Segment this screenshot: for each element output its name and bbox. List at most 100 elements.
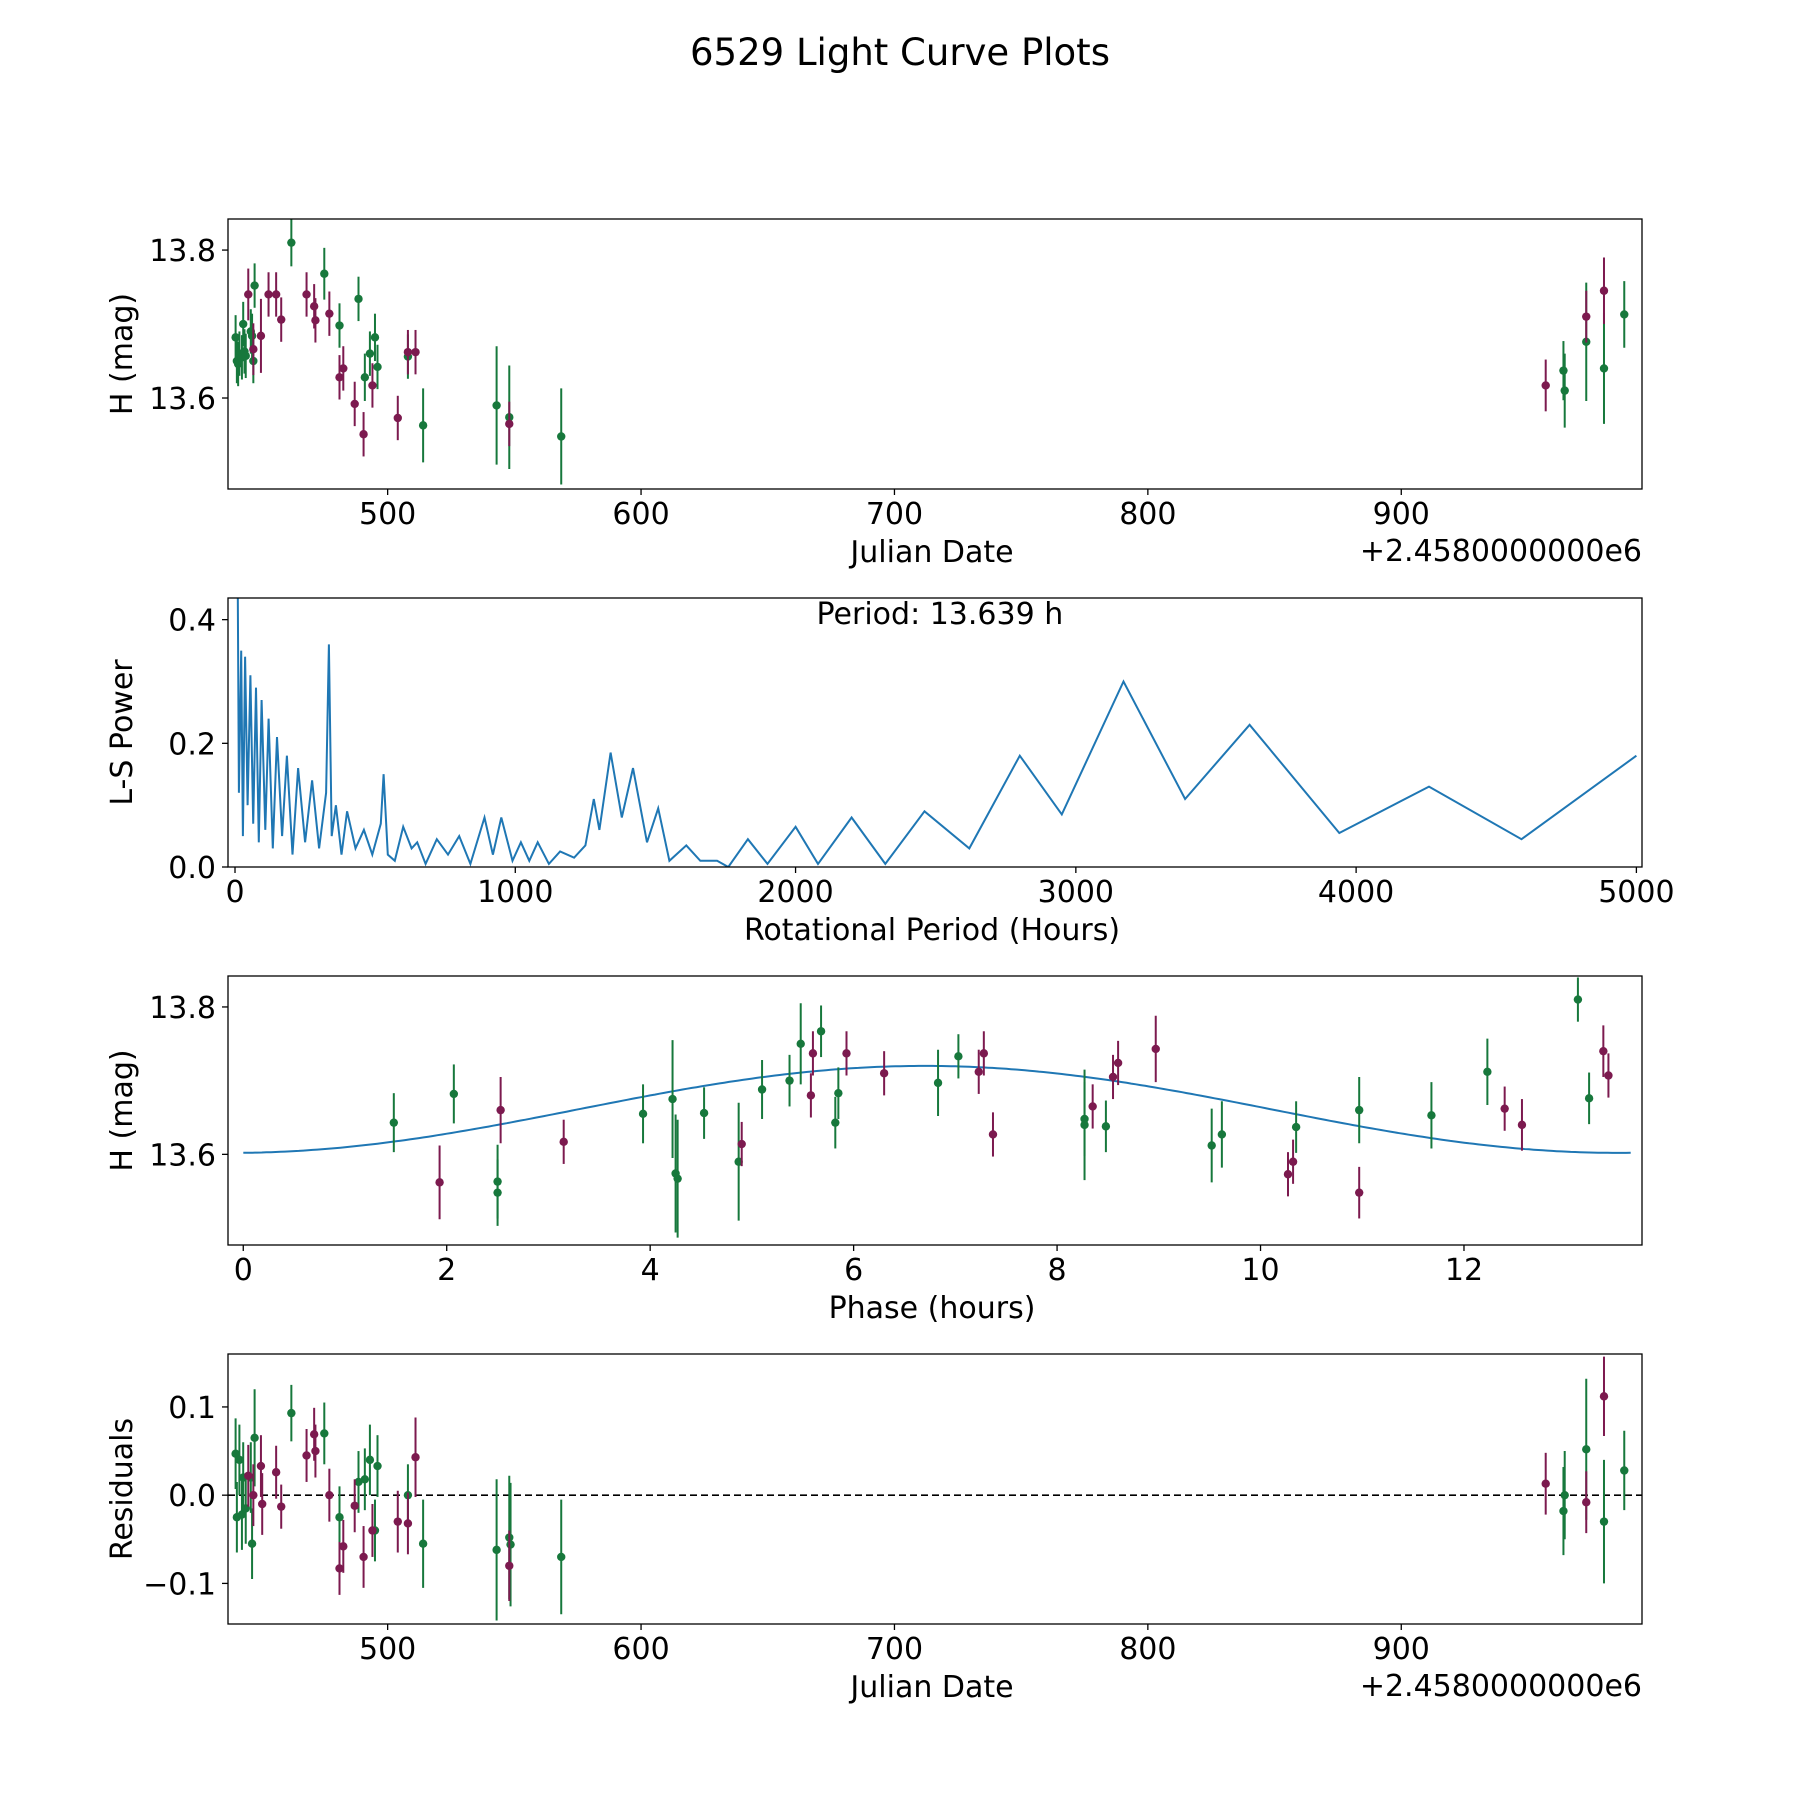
data-point <box>244 290 253 299</box>
subplot-4: 500 600 700 800 900 −0.1 0.0 0.1 Julian Date Resi… <box>105 1353 1643 1705</box>
data-point <box>1151 1044 1160 1054</box>
data-point <box>1620 1466 1629 1475</box>
data-point <box>311 1446 320 1456</box>
data-point <box>277 315 286 324</box>
data-point <box>1427 1111 1436 1120</box>
data-point <box>309 302 319 311</box>
periodogram-line <box>236 598 1637 867</box>
data-point <box>1108 1072 1118 1082</box>
data-point <box>757 1085 767 1094</box>
data-point <box>244 1471 253 1480</box>
data-point <box>1355 1105 1364 1115</box>
data-point <box>373 362 382 372</box>
data-point <box>785 1076 794 1085</box>
x-tick-label: 12 <box>1445 1253 1483 1288</box>
data-point <box>1541 1479 1550 1488</box>
data-point <box>231 1449 240 1458</box>
data-point <box>974 1067 983 1077</box>
axes-frame <box>227 597 1643 868</box>
data-point <box>1573 995 1583 1004</box>
data-point <box>247 1539 257 1548</box>
data-point <box>1217 1130 1227 1139</box>
data-point <box>365 1455 375 1465</box>
x-tick-label: 2000 <box>757 875 833 910</box>
data-point <box>831 1118 840 1127</box>
series-r <box>244 257 1609 457</box>
data-point <box>235 1455 244 1465</box>
data-point <box>1500 1104 1509 1113</box>
series-g <box>389 977 1594 1238</box>
data-point <box>1560 386 1569 395</box>
subplot-1: 500 600 700 800 900 13.6 13.8 Julian Date H (mag… <box>105 218 1643 570</box>
x-axis-label: Rotational Period (Hours) <box>744 913 1120 948</box>
y-axis-label: Residuals <box>105 1418 140 1560</box>
data-point <box>250 281 259 290</box>
period-annotation: Period: 13.639 h <box>817 597 1064 632</box>
data-point <box>1355 1188 1364 1197</box>
series-g <box>231 1378 1629 1621</box>
y-axis-label: L-S Power <box>105 659 140 806</box>
data-point <box>435 1178 444 1187</box>
y-axis-label: H (mag) <box>105 293 140 415</box>
data-point <box>699 1108 709 1118</box>
data-point <box>320 1429 329 1438</box>
data-point <box>403 347 413 357</box>
data-point <box>250 1433 259 1443</box>
data-point <box>1582 1445 1591 1454</box>
data-point <box>1582 1498 1591 1507</box>
y-tick-label: 0.2 <box>168 727 216 762</box>
x-tick-label: 3000 <box>1038 875 1114 910</box>
data-point <box>325 1490 334 1500</box>
data-point <box>277 1502 286 1511</box>
x-offset-text: +2.4580000000e6 <box>1360 534 1642 569</box>
x-tick-label: 500 <box>359 1632 416 1667</box>
x-tick-label: 800 <box>1119 1632 1176 1667</box>
data-point <box>1620 310 1629 319</box>
data-point <box>418 1539 428 1548</box>
x-tick-label: 900 <box>1373 1632 1430 1667</box>
data-point <box>979 1049 989 1058</box>
x-axis-label: Phase (hours) <box>829 1291 1036 1326</box>
y-tick-label: 0.0 <box>168 851 216 886</box>
y-tick-label: 13.6 <box>149 1138 216 1173</box>
data-point <box>879 1069 889 1078</box>
data-point <box>249 344 258 354</box>
x-offset-text: +2.4580000000e6 <box>1360 1669 1642 1704</box>
data-point <box>1599 364 1609 373</box>
x-tick-label: 4 <box>641 1253 660 1288</box>
data-point <box>302 1451 311 1460</box>
data-point <box>842 1049 851 1058</box>
plot-area <box>231 219 1629 485</box>
data-point <box>335 373 344 382</box>
data-point <box>1599 1046 1608 1056</box>
x-tick-label: 700 <box>866 497 923 532</box>
plot-area <box>236 598 1637 867</box>
y-tick-label: 13.8 <box>149 991 216 1026</box>
data-point <box>247 331 257 341</box>
data-point <box>1560 1490 1569 1500</box>
data-point <box>496 1105 505 1115</box>
x-tick-label: 900 <box>1373 497 1430 532</box>
data-point <box>1483 1067 1492 1077</box>
data-point <box>492 1545 501 1555</box>
data-point <box>933 1078 943 1088</box>
data-point <box>256 331 266 341</box>
data-point <box>350 1501 359 1510</box>
data-point <box>1517 1120 1527 1130</box>
data-point <box>403 1519 413 1528</box>
axes-frame <box>227 1353 1643 1625</box>
data-point <box>309 1430 319 1439</box>
data-point <box>359 1552 368 1562</box>
data-point <box>1101 1122 1111 1131</box>
data-point <box>557 1552 566 1562</box>
data-point <box>360 1475 370 1484</box>
data-point <box>505 1561 514 1570</box>
series-r <box>435 1015 1613 1220</box>
data-point <box>1283 1170 1293 1179</box>
data-point <box>1559 1506 1568 1516</box>
data-point <box>320 269 329 278</box>
y-tick-label: 0.0 <box>168 1479 216 1514</box>
data-point <box>411 347 420 357</box>
y-axis-label: H (mag) <box>105 1049 140 1171</box>
data-point <box>354 294 363 304</box>
